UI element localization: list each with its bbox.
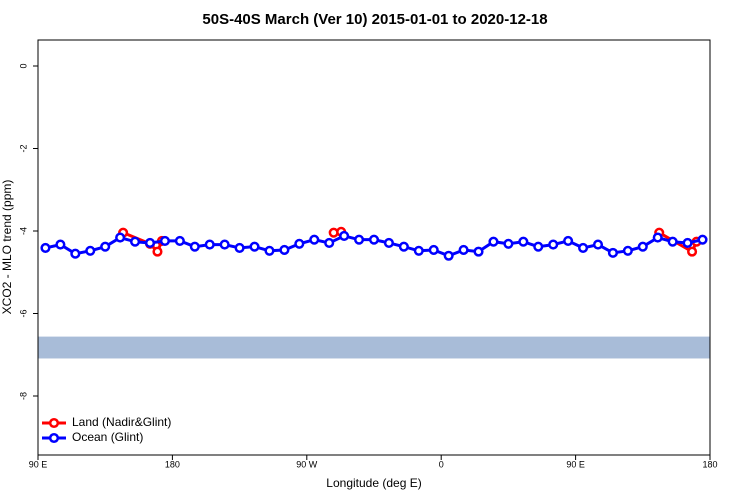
data-point — [428, 244, 439, 256]
data-point — [115, 232, 126, 243]
data-point — [339, 230, 350, 241]
data-point — [144, 237, 156, 249]
data-point — [309, 234, 320, 245]
x-axis-label: Longitude (deg E) — [326, 476, 421, 490]
data-point — [548, 239, 559, 250]
y-tick-label: -8 — [18, 392, 28, 400]
chart-title: 50S-40S March (Ver 10) 2015-01-01 to 202… — [202, 11, 547, 28]
legend-text: Land (Nadir&Glint) — [72, 415, 171, 429]
data-point — [204, 239, 215, 250]
data-point — [324, 237, 335, 249]
legend-text: Ocean (Glint) — [72, 430, 143, 444]
data-point — [533, 241, 544, 252]
legend-marker — [48, 432, 60, 444]
data-point — [563, 235, 574, 246]
data-point — [518, 236, 529, 247]
data-point — [503, 238, 514, 249]
data-point — [130, 236, 141, 247]
data-point — [592, 239, 604, 250]
data-point — [687, 246, 698, 257]
legend-marker — [48, 417, 60, 429]
y-tick-label: -2 — [18, 144, 28, 152]
x-tick-label: 0 — [439, 459, 444, 469]
data-point — [70, 248, 81, 259]
data-point — [622, 245, 633, 256]
data-point — [100, 241, 111, 252]
y-tick-label: -6 — [18, 309, 28, 317]
y-tick-label: 0 — [18, 63, 28, 68]
data-point — [354, 234, 365, 245]
y-tick-label: -4 — [18, 227, 28, 235]
data-point — [398, 241, 409, 252]
data-point — [368, 234, 380, 245]
data-point — [85, 245, 96, 256]
data-point — [174, 235, 185, 246]
data-point — [488, 236, 499, 247]
x-tick-label: 180 — [702, 459, 717, 469]
band — [38, 336, 710, 359]
x-tick-label: 90 E — [29, 459, 48, 469]
data-point — [294, 238, 305, 249]
x-tick-label: 90 W — [296, 459, 318, 469]
data-point — [652, 232, 663, 243]
data-point — [40, 242, 51, 253]
y-axis-label: XCO2 - MLO trend (ppm) — [0, 180, 14, 315]
data-point — [443, 250, 454, 261]
x-tick-label: 90 E — [566, 459, 585, 469]
data-point — [682, 237, 693, 249]
data-point — [473, 246, 484, 257]
data-point — [607, 247, 618, 258]
data-point — [667, 236, 678, 247]
data-point — [697, 234, 708, 245]
data-point — [55, 239, 66, 250]
data-point — [413, 245, 424, 256]
data-point — [279, 244, 290, 256]
data-point — [458, 244, 469, 256]
data-point — [234, 242, 245, 253]
data-point — [249, 241, 260, 252]
data-point — [383, 237, 394, 249]
data-point — [152, 246, 163, 257]
data-point — [578, 242, 589, 253]
data-point — [159, 235, 170, 246]
data-point — [219, 239, 230, 250]
plot-frame — [37, 39, 711, 456]
data-point — [637, 241, 648, 252]
data-point — [264, 245, 275, 256]
data-point — [189, 241, 200, 252]
x-tick-label: 180 — [165, 459, 180, 469]
